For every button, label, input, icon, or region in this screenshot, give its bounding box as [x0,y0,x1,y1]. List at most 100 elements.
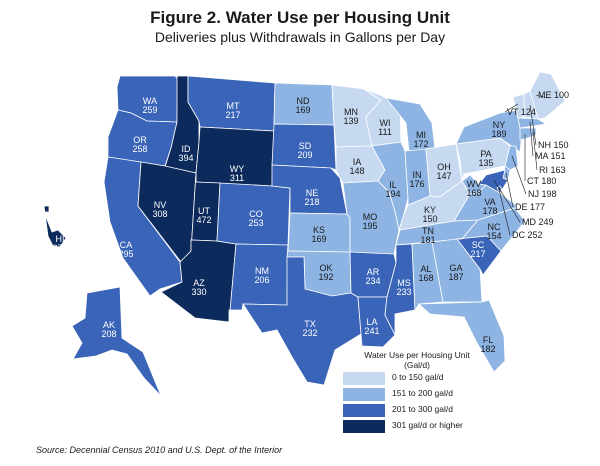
state-value-oh: 147 [436,171,451,181]
state-label-nc: NC 154 [486,222,501,241]
state-abbr-ak: AK [103,320,115,330]
state-abbr-in: IN [413,170,422,180]
state-value-mi: 172 [413,139,428,149]
callout-line-nh [529,104,537,146]
callout-line-de [505,172,514,208]
state-abbr-ut: UT [198,206,210,216]
state-value-or: 258 [132,144,147,154]
state-value-mo: 195 [362,221,377,231]
state-abbr-wa: WA [143,96,157,106]
state-label-id: ID 394 [178,144,193,163]
state-abbr-wv: WV [467,179,482,189]
state-label-or: OR 258 [132,135,147,154]
state-label-nh: NH 150 [538,140,569,150]
state-label-ms: MS 233 [396,278,411,297]
state-value-ky: 150 [422,214,437,224]
state-label-md: MD 249 [522,217,554,227]
state-abbr-id: ID [182,144,192,154]
state-label-ia: IA 148 [349,157,364,176]
state-value-hi: 377 [52,243,67,253]
legend-label-3: 201 to 300 gal/d [392,404,453,414]
state-value-wa: 259 [142,105,157,115]
state-value-ak: 208 [101,329,116,339]
state-abbr-tn: TN [422,226,434,236]
state-label-tx: TX 232 [302,319,317,338]
state-label-az: AZ 330 [191,278,206,297]
state-abbr-ms: MS [397,278,411,288]
state-value-ga: 187 [448,272,463,282]
callout-line-me [535,94,548,99]
state-value-ut: 472 [196,215,211,225]
state-label-dc: DC 252 [512,230,543,240]
legend-label-4: 301 gal/d or higher [392,420,463,430]
state-value-az: 330 [191,287,206,297]
state-label-de: DE 177 [515,202,545,212]
state-abbr-nm: NM [255,266,269,276]
state-abbr-nc: NC [488,222,501,232]
legend-label-2: 151 to 200 gal/d [392,388,453,398]
state-label-wa: WA 259 [142,96,157,115]
state-abbr-wi: WI [380,118,391,128]
state-value-tn: 181 [420,235,435,245]
state-label-sc: SC 217 [470,240,485,259]
state-abbr-la: LA [366,317,377,327]
state-value-la: 241 [364,326,379,336]
callout-line-vt [504,103,519,113]
state-value-al: 168 [418,273,433,283]
state-label-wi: WI 111 [378,118,392,137]
state-value-fl: 182 [480,344,495,354]
state-abbr-hi: HI [56,234,65,244]
state-abbr-ks: KS [313,225,325,235]
state-abbr-tx: TX [304,319,316,329]
state-value-mt: 217 [225,110,240,120]
state-label-la: LA 241 [364,317,379,336]
state-label-ri: RI 163 [539,165,566,175]
state-value-tx: 232 [302,328,317,338]
state-value-wi: 111 [378,127,392,137]
state-ct [519,127,532,141]
callout-line-ri [532,131,538,171]
state-label-mi: MI 172 [413,130,428,149]
state-abbr-or: OR [133,135,147,145]
state-value-il: 194 [385,189,400,199]
state-abbr-sc: SC [472,240,485,250]
legend-swatch-2 [342,387,386,402]
state-abbr-al: AL [420,264,431,274]
state-label-nd: ND 169 [295,96,310,115]
state-value-pa: 135 [478,158,493,168]
state-abbr-ar: AR [367,267,380,277]
state-value-sc: 217 [470,249,485,259]
state-al [411,241,444,312]
state-abbr-ky: KY [424,205,436,215]
state-label-ma: MA 151 [535,151,566,161]
state-label-hi: HI 377 [52,234,67,253]
legend-swatch-3 [342,403,386,418]
state-label-oh: OH 147 [436,162,451,181]
state-value-nv: 308 [152,209,167,219]
figure-title: Figure 2. Water Use per Housing Unit [150,8,450,27]
legend-title-unit: (Gal/d) [404,360,430,370]
state-abbr-az: AZ [193,278,205,288]
legend-swatch-1 [342,371,386,386]
state-ma [517,117,548,129]
state-abbr-nv: NV [154,200,167,210]
state-ga [431,238,483,303]
state-value-mn: 139 [343,116,358,126]
state-label-wy: WY 311 [230,164,245,183]
state-abbr-il: IL [389,180,397,190]
state-label-me: ME 100 [538,90,569,100]
source-note: Source: Decennial Census 2010 and U.S. D… [36,445,283,455]
state-value-co: 253 [248,218,263,228]
callout-line-nj [511,155,527,195]
legend-title-main: Water Use per Housing Unit [364,350,470,360]
state-label-ne: NE 218 [304,188,319,207]
state-value-ca: 295 [118,249,133,259]
state-value-ne: 218 [304,197,319,207]
state-abbr-ne: NE [306,188,319,198]
state-label-in: IN 176 [409,170,424,189]
state-label-ok: OK 192 [318,263,333,282]
state-label-ky: KY 150 [422,205,437,224]
state-hi [43,205,67,248]
state-sd [271,123,337,171]
